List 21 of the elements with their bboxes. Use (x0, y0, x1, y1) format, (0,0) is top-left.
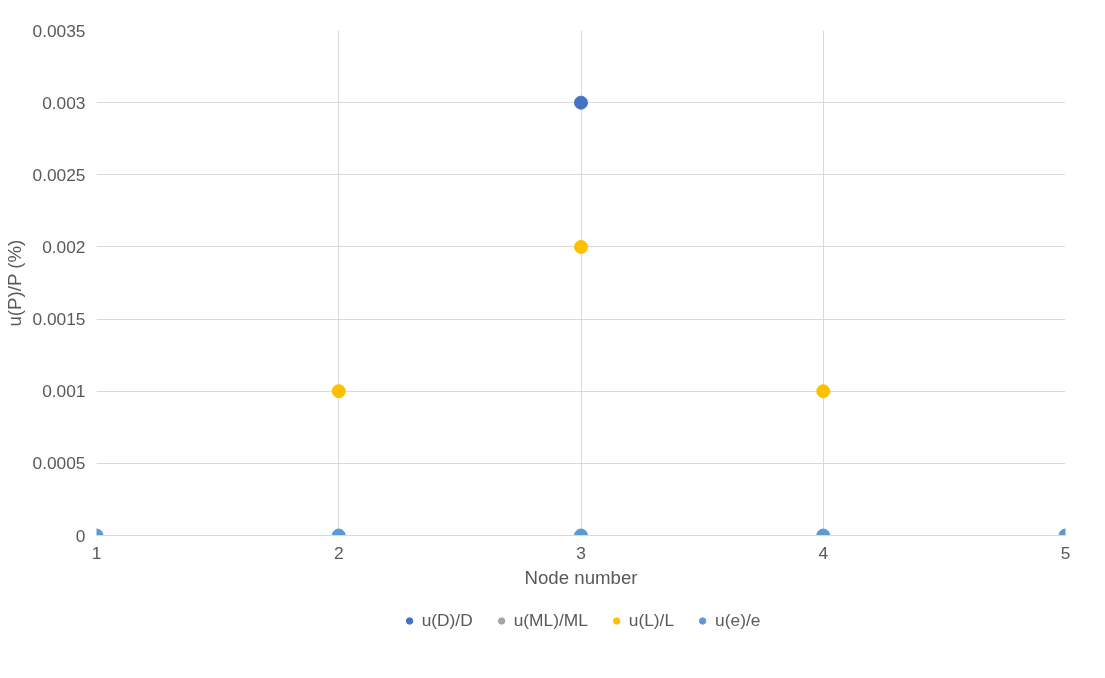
point (574, 239, 588, 254)
x-tick-label: 4 (818, 542, 829, 563)
y-tick-label: 0.0015 (32, 309, 86, 330)
x-tick-label: 3 (576, 542, 586, 563)
y-tick-label: 0.0025 (32, 164, 86, 185)
point (574, 95, 588, 110)
x-tick-label: 5 (1060, 542, 1071, 563)
y-axis-title: u(P)/P (%) (3, 239, 25, 327)
y-tick-label: 0.002 (42, 236, 86, 257)
y-tick-label: 0.0035 (32, 20, 86, 41)
x-axis-title: Node number (524, 566, 638, 588)
legend-label: u(ML)/ML (513, 609, 588, 631)
x-tick-label: 2 (333, 542, 344, 563)
y-tick-label: 0.001 (42, 381, 86, 402)
legend-label: u(L)/L (628, 609, 675, 631)
y-tick-label: 0.003 (42, 92, 86, 113)
x-tick-label: 1 (91, 542, 102, 563)
legend-label: u(D)/D (421, 609, 473, 631)
y-tick-label: 0 (75, 525, 86, 546)
legend-label: u(e)/e (715, 609, 761, 631)
y-tick-label: 0.0005 (32, 453, 86, 474)
